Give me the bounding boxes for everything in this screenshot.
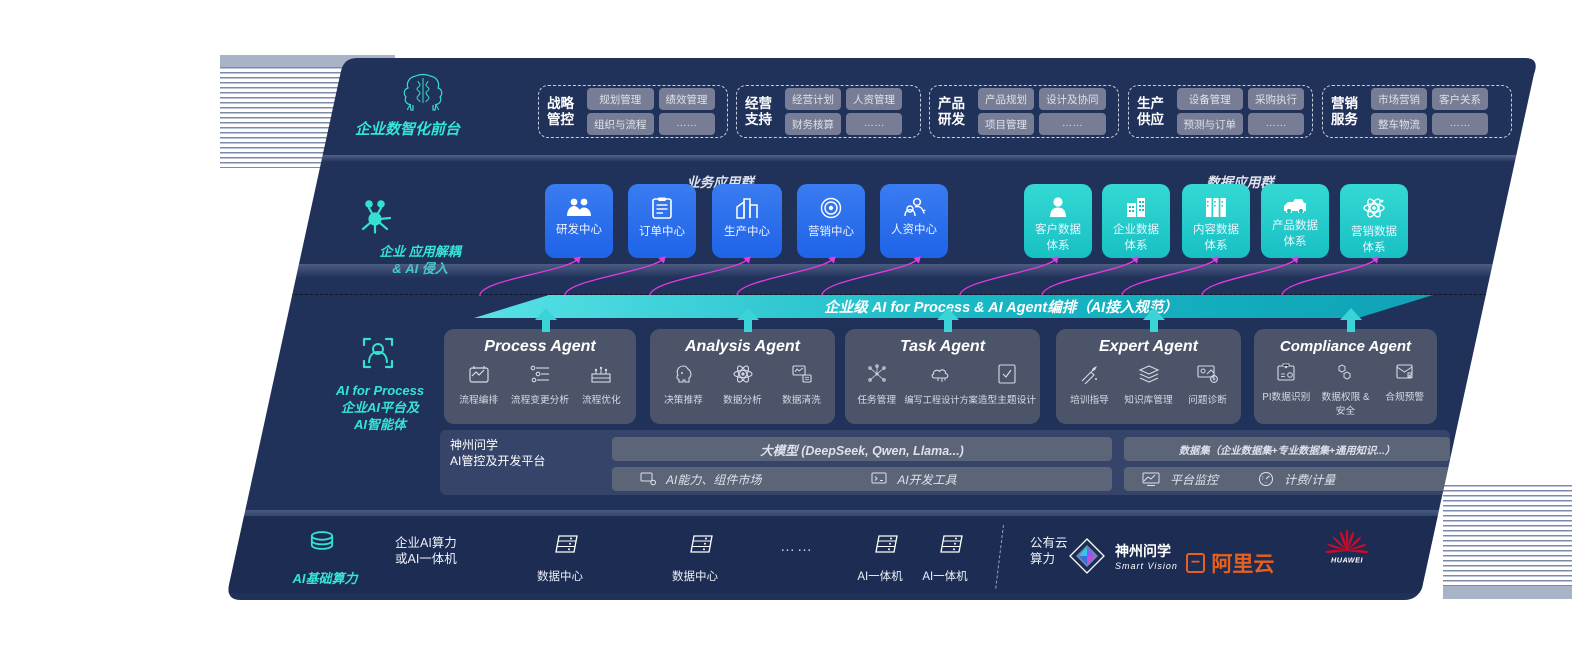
svg-text:HUAWEI: HUAWEI	[1331, 556, 1363, 565]
